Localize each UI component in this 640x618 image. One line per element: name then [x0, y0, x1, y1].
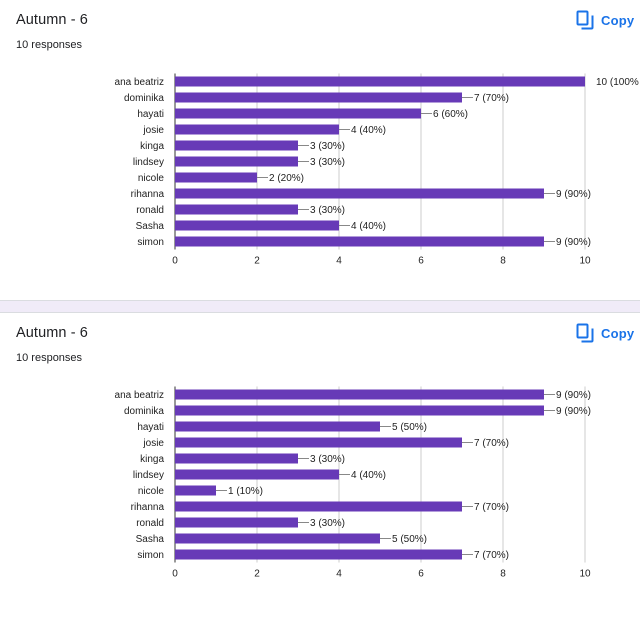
bar	[175, 421, 380, 432]
bar	[175, 405, 544, 416]
category-label: kinga	[140, 454, 164, 465]
data-label: 2 (20%)	[269, 173, 304, 184]
copy-chart-button[interactable]: Copy	[576, 322, 634, 344]
x-tick-label: 10	[579, 569, 591, 580]
x-tick-label: 4	[336, 569, 342, 580]
question-card: Autumn - 6 10 responses Copy 0 2 4 6 8 10 ana …	[0, 0, 640, 300]
category-label: lindsey	[133, 470, 164, 481]
category-label: simon	[137, 237, 164, 248]
bar	[175, 517, 298, 528]
section-divider	[0, 300, 640, 313]
x-tick-label: 0	[172, 569, 178, 580]
x-tick-label: 8	[500, 569, 506, 580]
category-label: ana beatriz	[115, 77, 164, 88]
data-label: 6 (60%)	[433, 109, 468, 120]
data-label: 7 (70%)	[474, 438, 509, 449]
data-label: 10 (100%	[596, 77, 639, 88]
bar	[175, 453, 298, 464]
data-label: 9 (90%)	[556, 406, 591, 417]
bar	[175, 236, 544, 247]
data-label: 3 (30%)	[310, 157, 345, 168]
data-label: 4 (40%)	[351, 221, 386, 232]
question-title: Autumn - 6	[16, 12, 88, 28]
category-label: josie	[142, 438, 164, 449]
bar	[175, 92, 462, 103]
response-count: 10 responses	[16, 39, 83, 51]
bar	[175, 549, 462, 560]
question-card: Autumn - 6 10 responses Copy 0 2 4 6 8 10 ana …	[0, 313, 640, 618]
bar	[175, 437, 462, 448]
copy-icon	[576, 10, 594, 30]
bar	[175, 389, 544, 400]
bar	[175, 469, 339, 480]
bar	[175, 108, 421, 119]
category-label: hayati	[137, 422, 164, 433]
bar	[175, 188, 544, 199]
category-label: nicole	[138, 486, 165, 497]
category-label: simon	[137, 550, 164, 561]
category-label: dominika	[124, 93, 164, 104]
category-label: ronald	[136, 205, 164, 216]
x-tick-label: 4	[336, 256, 342, 267]
bar	[175, 204, 298, 215]
bar	[175, 220, 339, 231]
bar	[175, 172, 257, 183]
data-label: 7 (70%)	[474, 550, 509, 561]
category-label: hayati	[137, 109, 164, 120]
data-label: 5 (50%)	[392, 534, 427, 545]
category-label: nicole	[138, 173, 165, 184]
category-label: rihanna	[131, 502, 165, 513]
data-label: 5 (50%)	[392, 422, 427, 433]
category-label: Sasha	[136, 534, 165, 545]
data-label: 3 (30%)	[310, 141, 345, 152]
data-label: 9 (90%)	[556, 390, 591, 401]
data-label: 7 (70%)	[474, 502, 509, 513]
bar	[175, 140, 298, 151]
data-label: 9 (90%)	[556, 189, 591, 200]
data-label: 1 (10%)	[228, 486, 263, 497]
data-label: 3 (30%)	[310, 205, 345, 216]
bar	[175, 533, 380, 544]
x-tick-label: 2	[254, 569, 260, 580]
data-label: 9 (90%)	[556, 237, 591, 248]
data-label: 3 (30%)	[310, 518, 345, 529]
data-label: 7 (70%)	[474, 93, 509, 104]
category-label: josie	[142, 125, 164, 136]
data-label: 4 (40%)	[351, 125, 386, 136]
category-label: kinga	[140, 141, 164, 152]
category-label: rihanna	[131, 189, 165, 200]
bar-chart: 0 2 4 6 8 10 ana beatriz 10 (100% dominika 7 (70%…	[115, 73, 639, 267]
bar	[175, 124, 339, 135]
data-label: 3 (30%)	[310, 454, 345, 465]
category-label: ronald	[136, 518, 164, 529]
x-tick-label: 10	[579, 256, 591, 267]
data-label: 4 (40%)	[351, 470, 386, 481]
copy-chart-button[interactable]: Copy	[576, 9, 634, 31]
question-title: Autumn - 6	[16, 325, 88, 341]
category-label: dominika	[124, 406, 164, 417]
category-label: ana beatriz	[115, 390, 164, 401]
x-tick-label: 8	[500, 256, 506, 267]
x-tick-label: 0	[172, 256, 178, 267]
copy-icon	[576, 323, 594, 343]
x-tick-label: 2	[254, 256, 260, 267]
bar	[175, 501, 462, 512]
response-count: 10 responses	[16, 352, 83, 364]
x-tick-label: 6	[418, 256, 424, 267]
copy-label: Copy	[601, 325, 635, 341]
bar	[175, 485, 216, 496]
category-label: Sasha	[136, 221, 165, 232]
x-tick-label: 6	[418, 569, 424, 580]
bar	[175, 156, 298, 167]
category-label: lindsey	[133, 157, 164, 168]
bar	[175, 76, 585, 87]
bar-chart: 0 2 4 6 8 10 ana beatriz 9 (90%) dominika 9 (90%)…	[115, 386, 591, 580]
copy-label: Copy	[601, 12, 635, 28]
